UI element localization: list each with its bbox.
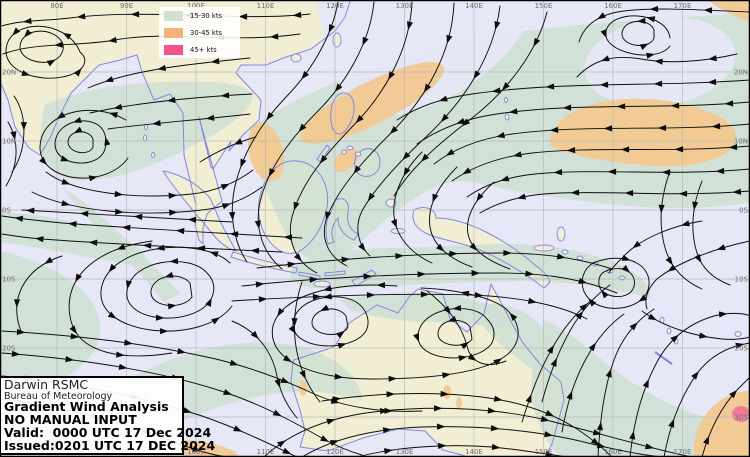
wind-speed-legend: 15-30 kts 30-45 kts 45+ kts [159, 7, 240, 58]
lat-label-right: 20N [734, 69, 748, 77]
valid-time: Valid: 0000 UTC 17 Dec 2024 [4, 424, 212, 440]
info-box: Darwin RSMC Bureau of Meteorology Gradie… [0, 376, 216, 455]
lon-label-bottom: 120E [326, 448, 344, 456]
product-title: Gradient Wind Analysis [4, 399, 169, 415]
legend-item: 45+ kts [164, 45, 240, 55]
lon-label-top: 130E [396, 2, 414, 10]
lon-label-bottom: 110E [257, 448, 275, 456]
lon-label-top: 120E [326, 2, 344, 10]
legend-swatch [164, 28, 183, 38]
lat-label-left: 20N [2, 69, 16, 77]
manual-input-note: NO MANUAL INPUT [4, 412, 137, 428]
lon-label-top: 160E [604, 2, 622, 10]
lon-label-bottom: 170E [674, 448, 692, 456]
lat-label-right: 20S [735, 345, 749, 353]
bureau-name: Bureau of Meteorology [4, 390, 113, 402]
legend-label: 30-45 kts [190, 29, 223, 37]
legend-swatch [164, 45, 183, 55]
lon-label-bottom: 100E [187, 448, 205, 456]
lon-label-top: 140E [465, 2, 483, 10]
lat-label-right: 0S [739, 207, 748, 215]
lat-label-left: 10S [2, 276, 16, 284]
legend-item: 15-30 kts [164, 11, 240, 21]
lon-label-top: 80E [50, 2, 63, 10]
legend-swatch [164, 11, 183, 21]
lon-label-bottom: 140E [465, 448, 483, 456]
lat-label-right: 10S [735, 276, 749, 284]
legend-item: 30-45 kts [164, 28, 240, 38]
issued-time: Issued:0201 UTC 17 DEC 2024 [4, 437, 216, 453]
agency-name: Darwin RSMC [4, 377, 89, 392]
lon-label-bottom: 130E [396, 448, 414, 456]
lon-label-top: 90E [120, 2, 133, 10]
lat-label-right: 10N [734, 138, 748, 146]
lon-label-top: 100E [187, 2, 205, 10]
lat-label-left: 10N [2, 138, 16, 146]
lat-label-left: 0S [2, 207, 11, 215]
legend-label: 15-30 kts [190, 12, 223, 20]
lat-label-left: 20S [2, 345, 16, 353]
lon-label-bottom: 150E [535, 448, 553, 456]
lat-label-right: 30S [735, 414, 749, 422]
lon-label-bottom: 160E [604, 448, 622, 456]
lon-label-top: 110E [257, 2, 275, 10]
legend-label: 45+ kts [190, 46, 217, 54]
lon-label-top: 170E [674, 2, 692, 10]
lon-label-top: 150E [535, 2, 553, 10]
